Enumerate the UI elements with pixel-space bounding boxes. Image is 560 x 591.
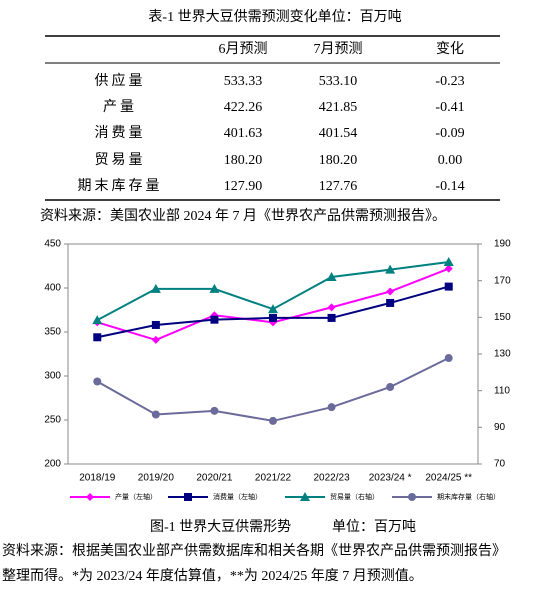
figure-unit: 单位：百万吨 [332, 519, 416, 535]
point [444, 264, 453, 273]
point [300, 492, 310, 501]
y-tick-label: 350 [44, 327, 61, 338]
point [268, 304, 278, 314]
point [385, 264, 396, 274]
source-note: 资料来源：根据美国农业部产供需数据库和相关各期《世界农产品供需预测报告》 [2, 543, 506, 559]
point [184, 493, 192, 501]
table-cell: -0.14 [435, 179, 464, 194]
table-cell: 401.54 [319, 126, 358, 141]
point [408, 493, 416, 501]
legend-label: 消费量（左轴） [213, 492, 262, 501]
x-tick-label: 2023/24 * [369, 473, 412, 484]
series-line [96, 357, 450, 422]
point [269, 313, 277, 322]
point [444, 282, 453, 291]
table-cell: 127.76 [319, 179, 358, 194]
y2-tick-label: 110 [494, 385, 510, 396]
table-cell: 401.63 [224, 126, 263, 141]
x-tick-label: 2024/25 ** [425, 473, 472, 484]
point [93, 377, 102, 386]
figure-caption: 图-1 世界大豆供需形势 [150, 519, 291, 535]
point [151, 335, 160, 344]
y2-tick-label: 170 [494, 275, 511, 286]
point [93, 333, 102, 342]
y-tick-label: 400 [44, 283, 61, 294]
x-tick-label: 2019/20 [138, 473, 175, 484]
y2-tick-label: 130 [494, 349, 511, 360]
row-label: 贸易量 [95, 152, 146, 168]
point [443, 256, 454, 266]
x-tick-label: 2022/23 [313, 473, 350, 484]
y2-tick-label: 150 [494, 312, 511, 323]
table-cell: 533.10 [319, 74, 358, 89]
column-header: 变化 [436, 41, 464, 57]
row-label: 产量 [103, 99, 137, 115]
source-note: 资料来源：美国农业部 2024 年 7 月《世界农产品供需预测报告》。 [40, 208, 446, 224]
column-header: 7月预测 [314, 41, 363, 57]
x-tick-label: 2018/19 [79, 473, 116, 484]
plot-frame [67, 243, 479, 465]
y2-tick-label: 90 [494, 422, 506, 433]
y2-tick-label: 190 [494, 239, 511, 250]
point [210, 406, 219, 415]
table-cell: 127.90 [224, 179, 263, 194]
point [444, 354, 453, 363]
table-cell: 180.20 [224, 153, 263, 168]
point [209, 283, 220, 293]
table-title: 表-1 世界大豆供需预测变化单位：百万吨 [148, 9, 401, 25]
y-tick-label: 250 [44, 415, 61, 426]
source-note: 整理而得。*为 2023/24 年度估算值，**为 2024/25 年度 7 月… [2, 567, 423, 584]
y-tick-label: 300 [44, 371, 61, 382]
table-cell: -0.09 [435, 126, 464, 141]
point [151, 320, 160, 329]
point [386, 287, 395, 296]
y2-tick-label: 70 [494, 459, 506, 470]
legend-label: 期末库存量（右轴） [437, 492, 500, 501]
point [327, 403, 336, 412]
row-label: 供应量 [95, 72, 146, 89]
y-tick-label: 200 [44, 459, 61, 470]
point [150, 283, 161, 293]
legend-label: 贸易量（右轴） [330, 492, 379, 501]
x-tick-label: 2020/21 [196, 473, 233, 484]
table-cell: 180.20 [319, 153, 358, 168]
table-cell: -0.23 [435, 74, 464, 89]
point [386, 298, 395, 307]
point [92, 315, 103, 325]
legend-label: 产量（左轴） [115, 492, 157, 501]
point [210, 315, 219, 324]
row-label: 消费量 [95, 125, 146, 141]
table-cell: 533.33 [224, 74, 263, 89]
chart: 200 250 300 350 400 450 70 90 110 130 150 170 190 201… [44, 239, 511, 501]
x-tick-label: 2021/22 [255, 473, 292, 484]
point [326, 272, 337, 281]
row-label: 期末库存量 [78, 178, 163, 194]
point [386, 383, 395, 391]
point [327, 313, 336, 322]
table-cell: -0.41 [435, 100, 464, 115]
table-cell: 422.26 [224, 100, 263, 115]
table-cell: 0.00 [438, 153, 463, 168]
point [269, 416, 277, 425]
point [327, 303, 336, 312]
point [151, 410, 160, 419]
column-header: 6月预测 [219, 41, 268, 57]
point [86, 493, 94, 501]
table-cell: 421.85 [319, 100, 358, 115]
y-tick-label: 450 [44, 239, 61, 250]
